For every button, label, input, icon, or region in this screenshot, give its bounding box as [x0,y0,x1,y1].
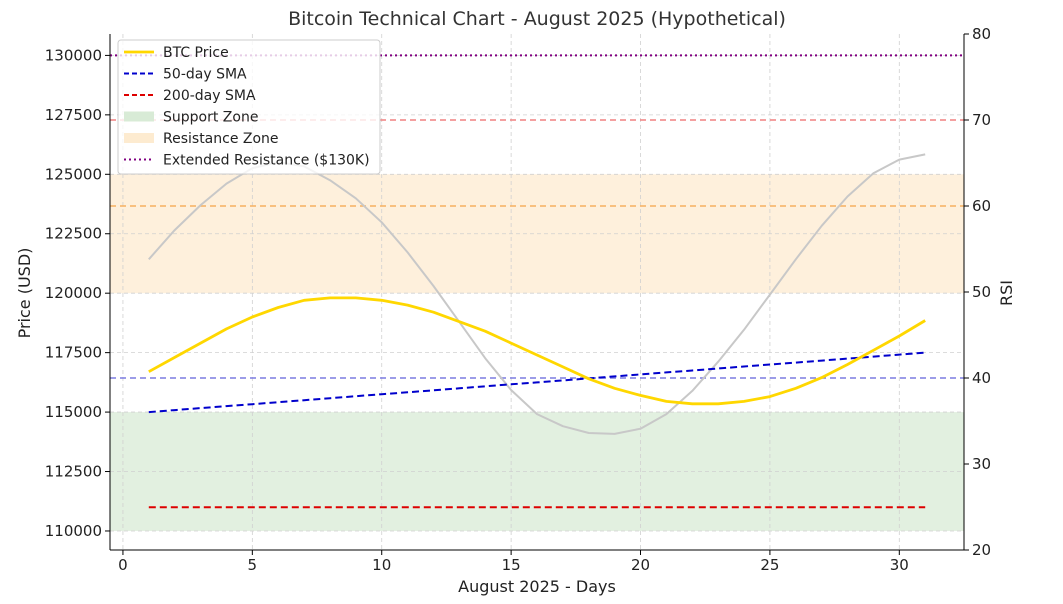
legend: BTC Price 50-day SMA 200-day SMA Support Zo… [117,39,381,175]
y-tick-label: 127500 [45,106,102,124]
x-tick-label: 20 [631,556,650,574]
legend-label-200-day-sma: 200-day SMA [163,88,256,104]
legend-swatch-resistance-zone [124,133,154,143]
y-tick-label: 112500 [45,463,102,481]
y-tick-label: 120000 [45,284,102,302]
y-tick-label: 110000 [45,522,102,540]
y2-tick-label: 40 [972,369,991,387]
y-tick-label: 122500 [45,225,102,243]
y-tick-label: 117500 [45,344,102,362]
legend-swatch-support-zone [124,111,154,122]
chart-title: Bitcoin Technical Chart - August 2025 (H… [288,8,786,30]
y2-tick-label: 80 [972,25,991,43]
y2-tick-label: 60 [972,197,991,215]
legend-label-btc-price: BTC Price [163,45,229,61]
y-axis-label: Price (USD) [15,248,34,339]
x-tick-label: 0 [118,556,128,574]
50-day-sma-series [148,351,926,414]
legend-label-50-day-sma: 50-day SMA [163,67,247,83]
legend-label-extended-resistance-130k: Extended Resistance ($130K) [163,153,370,169]
x-axis-label: August 2025 - Days [458,577,616,596]
y2-tick-label: 70 [972,111,991,129]
y2-tick-label: 30 [972,455,991,473]
legend-box [117,39,381,175]
y-tick-label: 115000 [45,403,102,421]
y2-axis-label: RSI [997,280,1016,306]
x-tick-label: 30 [890,556,909,574]
x-tick-label: 5 [248,556,258,574]
y-tick-label: 130000 [45,46,102,64]
legend-label-support-zone: Support Zone [163,110,258,126]
y2-tick-label: 50 [972,283,991,301]
y2-tick-label: 20 [972,541,991,559]
legend-label-resistance-zone: Resistance Zone [163,131,279,147]
x-tick-label: 15 [502,556,521,574]
x-tick-label: 25 [760,556,779,574]
x-tick-label: 10 [372,556,391,574]
y-tick-label: 125000 [45,165,102,183]
btc-price-series [148,296,926,406]
